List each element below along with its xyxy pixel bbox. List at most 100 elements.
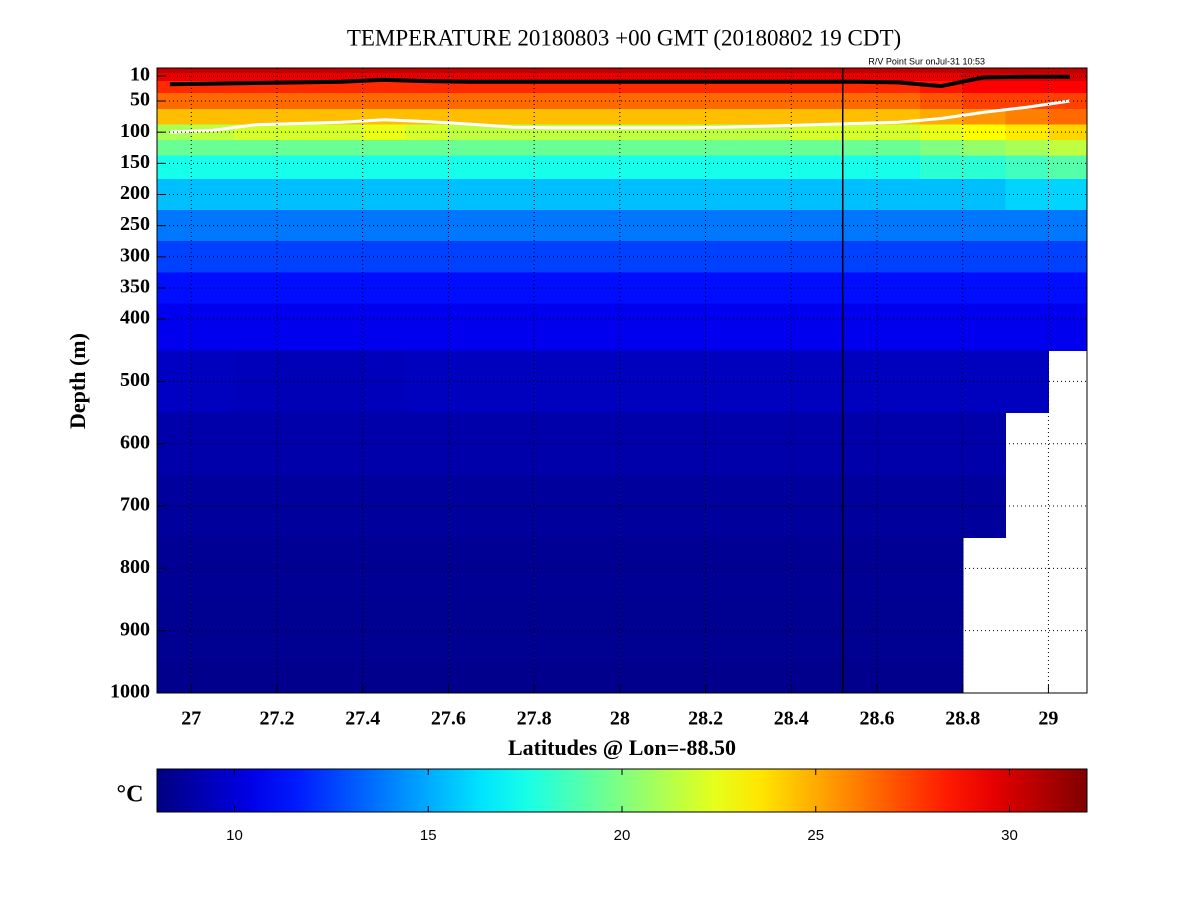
heatmap-cell — [662, 80, 707, 94]
heatmap-cell — [319, 303, 364, 351]
heatmap-cell — [791, 80, 835, 94]
heatmap-cell — [448, 178, 492, 211]
heatmap-cell — [491, 303, 535, 351]
heatmap-cell — [705, 303, 750, 351]
heatmap-cell — [448, 139, 492, 157]
heatmap-cell — [448, 272, 492, 305]
heatmap-cell — [748, 68, 792, 74]
heatmap-cell — [877, 139, 921, 157]
heatmap-cell — [448, 303, 492, 351]
heatmap-cell — [919, 155, 964, 180]
heatmap-cell — [319, 80, 364, 94]
heatmap-cell — [277, 124, 321, 141]
heatmap-cell — [234, 599, 278, 663]
heatmap-cell — [191, 139, 235, 157]
heatmap-cell — [277, 661, 321, 694]
heatmap-cell — [834, 537, 878, 601]
heatmap-cell — [919, 661, 964, 694]
heatmap-cell — [191, 303, 235, 351]
heatmap-cell — [448, 350, 492, 414]
heatmap-cell — [448, 241, 492, 273]
heatmap-cell — [234, 93, 278, 110]
heatmap-cell — [662, 139, 707, 157]
y-tick-label: 300 — [120, 244, 150, 266]
heatmap-cell — [919, 68, 964, 74]
heatmap-cell — [234, 210, 278, 242]
y-tick-label: 1000 — [110, 681, 150, 703]
heatmap-cell — [491, 80, 535, 94]
heatmap-cell — [157, 303, 192, 351]
heatmap-cell — [748, 599, 792, 663]
heatmap-cell — [191, 108, 235, 125]
heatmap-cell — [277, 303, 321, 351]
x-tick-label: 28.4 — [774, 708, 809, 730]
heatmap-cell — [962, 93, 1007, 110]
heatmap-cell — [491, 661, 535, 694]
heatmap-cell — [705, 80, 750, 94]
heatmap-cell — [791, 68, 835, 74]
heatmap-cell — [577, 155, 621, 180]
x-tick-label: 28.8 — [945, 708, 980, 730]
heatmap-cell — [448, 474, 492, 538]
colorbar-tick-label: 15 — [420, 827, 437, 844]
heatmap-cell — [834, 93, 878, 110]
heatmap-cell — [1005, 272, 1050, 305]
annotation: R/V Point Sur onJul-31 10:53 — [868, 56, 985, 66]
x-tick-label: 27.2 — [260, 708, 295, 730]
heatmap-cell — [919, 139, 964, 157]
y-tick-label: 400 — [120, 307, 150, 329]
heatmap-cell — [277, 72, 321, 82]
heatmap-cell — [748, 72, 792, 82]
heatmap-cell — [619, 72, 664, 82]
heatmap-cell — [834, 350, 878, 414]
heatmap-cell — [405, 93, 450, 110]
heatmap-cell — [748, 661, 792, 694]
heatmap-cell — [191, 72, 235, 82]
y-tick-label: 100 — [120, 120, 150, 142]
heatmap-cell — [491, 108, 535, 125]
y-tick-label: 200 — [120, 182, 150, 204]
colorbar-tick-label: 10 — [226, 827, 243, 844]
heatmap-cell — [962, 303, 1007, 351]
heatmap-cell — [534, 210, 578, 242]
heatmap-cell — [1005, 210, 1050, 242]
heatmap-cell — [834, 108, 878, 125]
heatmap-cell — [362, 124, 407, 141]
heatmap-cell — [491, 155, 535, 180]
heatmap-cell — [277, 139, 321, 157]
plot-frame — [156, 67, 1088, 694]
heatmap-cell — [405, 412, 450, 476]
heatmap-cell — [534, 272, 578, 305]
heatmap-cell — [748, 303, 792, 351]
heatmap-cell — [405, 272, 450, 305]
heatmap-cell — [919, 303, 964, 351]
heatmap-cell — [534, 178, 578, 211]
heatmap-cell — [834, 303, 878, 351]
heatmap-cell — [405, 68, 450, 74]
heatmap-cell — [448, 93, 492, 110]
heatmap-cell — [834, 210, 878, 242]
heatmap-cell — [448, 210, 492, 242]
heatmap-cell — [534, 303, 578, 351]
y-tick-label: 350 — [120, 276, 150, 298]
heatmap-cell — [448, 599, 492, 663]
heatmap-cell — [534, 68, 578, 74]
heatmap-cell — [705, 139, 750, 157]
heatmap-cell — [834, 155, 878, 180]
heatmap — [157, 68, 1088, 694]
heatmap-cell — [405, 661, 450, 694]
heatmap-cell — [234, 474, 278, 538]
heatmap-cell — [534, 537, 578, 601]
y-tick-label: 700 — [120, 494, 150, 516]
heatmap-cell — [405, 80, 450, 94]
x-axis-label: Latitudes @ Lon=-88.50 — [508, 735, 736, 760]
heatmap-cell — [448, 155, 492, 180]
heatmap-cell — [662, 93, 707, 110]
heatmap-cell — [705, 412, 750, 476]
heatmap-cell — [234, 412, 278, 476]
y-tick-label: 500 — [120, 369, 150, 391]
heatmap-cell — [157, 68, 192, 74]
heatmap-cell — [448, 661, 492, 694]
heatmap-cell — [1048, 139, 1088, 157]
